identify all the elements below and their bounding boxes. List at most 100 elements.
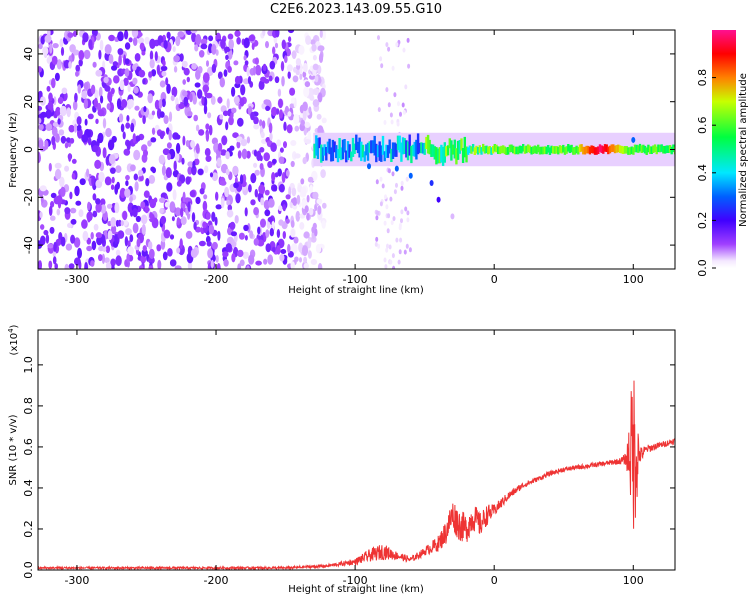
noise-blob [264,209,271,217]
noise-blob [223,69,228,77]
noise-blob [148,248,155,259]
signal-segment [373,135,376,156]
noise-blob [107,139,115,151]
noise-blob [216,263,221,269]
signal-segment [475,145,478,154]
noise-blob [101,253,105,264]
noise-blob [304,121,311,128]
noise-blob [208,124,213,136]
noise-blob [111,224,117,235]
streak-blob [386,243,389,249]
noise-blob [151,110,156,116]
noise-blob [143,190,150,198]
signal-segment [493,144,496,152]
signal-segment [627,147,630,155]
noise-blob [307,87,315,97]
signal-segment [358,137,361,158]
noise-blob [299,257,302,263]
noise-blob [90,260,95,267]
noise-blob [61,87,68,95]
svg-text:(x104): (x104) [7,324,20,355]
noise-blob [291,50,297,59]
noise-blob [299,222,305,230]
noise-blob [153,197,158,203]
signal-segment [330,147,333,162]
noise-blob [263,152,271,162]
noise-blob [231,107,237,114]
signal-segment [458,140,461,154]
noise-blob [277,168,283,177]
signal-segment [390,148,393,162]
noise-blob [167,153,171,161]
noise-blob [98,254,103,262]
signal-segment [597,146,600,154]
noise-blob [180,216,187,226]
snr-x-axis-title: Height of straight line (km) [288,584,424,595]
noise-blob [312,222,317,230]
noise-blob [255,64,262,76]
noise-blob [263,78,270,84]
noise-blob [195,34,202,45]
noise-blob [86,168,90,178]
signal-segment [443,142,446,163]
signal-segment [620,145,623,154]
noise-blob [198,50,205,58]
noise-blob [282,204,286,212]
signal-segment [565,146,568,154]
noise-blob [219,180,227,186]
noise-blob [272,158,277,164]
noise-blob [227,33,234,40]
signal-segment [650,146,653,154]
noise-blob [100,95,104,104]
noise-blob [132,77,138,85]
noise-blob [175,134,181,140]
noise-blob [262,30,266,37]
signal-segment [471,144,475,152]
signal-segment [520,145,523,154]
signal-segment [381,135,385,155]
noise-blob [171,216,175,222]
streak-blob [400,180,404,186]
noise-blob [158,98,163,109]
noise-blob [302,109,307,121]
y-tick-label: 0.2 [22,520,35,538]
noise-blob [149,58,155,69]
noise-blob [132,63,137,71]
noise-blob [169,201,176,212]
signal-outlier [367,163,372,170]
noise-blob [200,43,208,50]
signal-segment [533,145,537,154]
signal-segment [478,145,481,153]
noise-blob [215,191,219,201]
noise-blob [300,186,307,197]
noise-blob [316,113,322,120]
spectrogram-x-ticks: -300 -200 -100 0 100 [64,30,644,286]
signal-segment [468,145,471,154]
noise-blob [112,61,119,67]
noise-blob [233,182,239,189]
noise-blob [92,61,97,68]
noise-blob [259,163,264,170]
y-tick-label: 0.0 [22,561,35,579]
signal-segment [653,144,657,152]
signal-segment [672,144,675,153]
noise-blob [65,243,73,251]
noise-blob [197,89,203,99]
signal-segment [572,147,575,155]
noise-blob [300,178,305,185]
signal-segment [455,148,458,165]
noise-blob [204,165,209,174]
signal-segment [385,144,388,158]
signal-segment [497,146,500,154]
noise-blob [251,42,255,50]
noise-blob [191,212,196,223]
noise-blob [110,87,115,95]
streak-blob [400,209,404,215]
noise-blob [169,234,175,240]
noise-blob [228,116,234,126]
signal-segment [380,145,383,162]
noise-blob [181,60,188,68]
signal-segment [563,147,567,155]
noise-blob [274,76,280,84]
noise-blob [48,162,52,172]
